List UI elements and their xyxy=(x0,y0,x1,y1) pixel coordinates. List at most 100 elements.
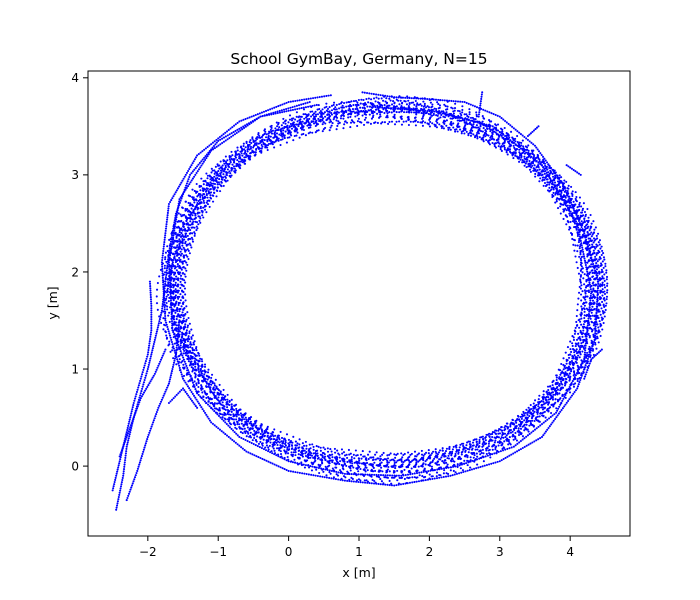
trajectory-point xyxy=(328,129,331,132)
trajectory-point xyxy=(516,141,519,144)
trajectory-point xyxy=(241,149,244,152)
trajectory-point xyxy=(496,141,500,144)
trajectory-point xyxy=(332,103,335,107)
trajectory-point xyxy=(264,145,267,148)
trajectory-point xyxy=(226,412,229,416)
trajectory-point xyxy=(176,259,179,262)
trajectory-point xyxy=(571,344,574,348)
trajectory-point xyxy=(177,289,180,292)
trajectory-point xyxy=(402,453,405,457)
trajectory-point xyxy=(422,115,425,118)
trajectory-point xyxy=(349,469,352,472)
trajectory-point xyxy=(562,368,565,371)
trajectory-point xyxy=(188,204,191,207)
trajectory-point xyxy=(179,235,183,238)
trajectory-point xyxy=(539,177,542,180)
trajectory-point xyxy=(437,451,441,454)
trajectory-point xyxy=(570,197,573,200)
trajectory-point xyxy=(432,112,435,115)
trajectory-point xyxy=(235,418,238,421)
trajectory-point xyxy=(194,363,197,366)
trajectory-point xyxy=(253,433,256,436)
trajectory-point xyxy=(497,145,500,148)
trajectory-point xyxy=(331,456,334,459)
trajectory-point xyxy=(333,447,336,450)
trajectory-point xyxy=(509,428,513,432)
trajectory-point xyxy=(356,124,359,128)
trajectory-point xyxy=(537,398,540,401)
trajectory-point xyxy=(468,113,471,116)
trajectory-point xyxy=(511,136,514,139)
trajectory-point xyxy=(357,464,360,467)
trajectory-point xyxy=(374,100,377,103)
trajectory-point xyxy=(586,230,589,234)
trajectory-point xyxy=(355,105,358,108)
trajectory-point xyxy=(491,132,494,136)
trajectory-point xyxy=(374,458,377,461)
trajectory-point xyxy=(463,459,466,462)
trajectory-point xyxy=(319,118,322,121)
trajectory-point xyxy=(256,428,259,431)
trajectory-point xyxy=(167,314,170,317)
trajectory-point xyxy=(584,286,588,289)
trajectory-point xyxy=(462,447,465,450)
trajectory-point xyxy=(385,102,388,105)
trajectory-point xyxy=(316,454,319,458)
trajectory-point xyxy=(269,135,272,138)
trajectory-point xyxy=(338,456,341,459)
trajectory-point xyxy=(267,446,270,449)
trajectory-point xyxy=(171,261,174,264)
trajectory-point xyxy=(568,214,572,217)
trajectory-point xyxy=(537,165,540,168)
trajectory-point xyxy=(265,133,268,136)
trajectory-point xyxy=(342,114,346,118)
trajectory-point xyxy=(279,446,282,449)
trajectory-point xyxy=(390,111,393,114)
trajectory-point xyxy=(206,196,209,199)
trajectory-point xyxy=(417,460,420,463)
trajectory-point xyxy=(488,448,491,451)
trajectory-point xyxy=(602,252,605,255)
trajectory-point xyxy=(545,399,548,402)
trajectory-point xyxy=(348,112,351,115)
trajectory-point xyxy=(583,320,586,324)
trajectory-point xyxy=(501,136,504,139)
trajectory-point xyxy=(275,447,279,450)
trajectory-point xyxy=(533,164,536,167)
trajectory-point xyxy=(333,101,336,104)
trajectory-point xyxy=(452,112,455,115)
trajectory-point xyxy=(357,113,360,116)
trajectory-point xyxy=(510,130,513,133)
trajectory-point xyxy=(187,201,190,205)
trajectory-point xyxy=(400,102,404,105)
trajectory-point xyxy=(177,248,180,251)
trajectory-point xyxy=(233,158,236,161)
trajectory-point xyxy=(572,385,576,388)
trajectory-point xyxy=(442,472,445,475)
trajectory-point xyxy=(217,389,221,392)
trajectory-point xyxy=(174,252,177,255)
trajectory-point xyxy=(599,257,602,260)
trajectory-point xyxy=(189,341,192,344)
trajectory-point xyxy=(185,220,188,223)
trajectory-point xyxy=(178,256,181,259)
trajectory-point xyxy=(436,101,439,104)
trajectory-point xyxy=(449,117,452,120)
trajectory-point xyxy=(178,260,182,263)
trajectory-point xyxy=(429,120,432,124)
trajectory-point xyxy=(579,281,582,284)
trajectory-point xyxy=(269,438,272,441)
trajectory-point xyxy=(164,331,167,334)
trajectory-point xyxy=(242,142,245,145)
trajectory-point xyxy=(517,415,520,418)
trajectory-point xyxy=(587,237,590,240)
trajectory-point xyxy=(318,471,321,475)
trajectory-point xyxy=(508,436,511,439)
trajectory-point xyxy=(495,445,498,448)
trajectory-point xyxy=(324,458,327,461)
trajectory-point xyxy=(579,353,582,356)
trajectory-point xyxy=(213,384,216,387)
trajectory-point xyxy=(211,194,214,197)
trajectory-point xyxy=(187,194,190,197)
trajectory-point xyxy=(307,457,310,460)
